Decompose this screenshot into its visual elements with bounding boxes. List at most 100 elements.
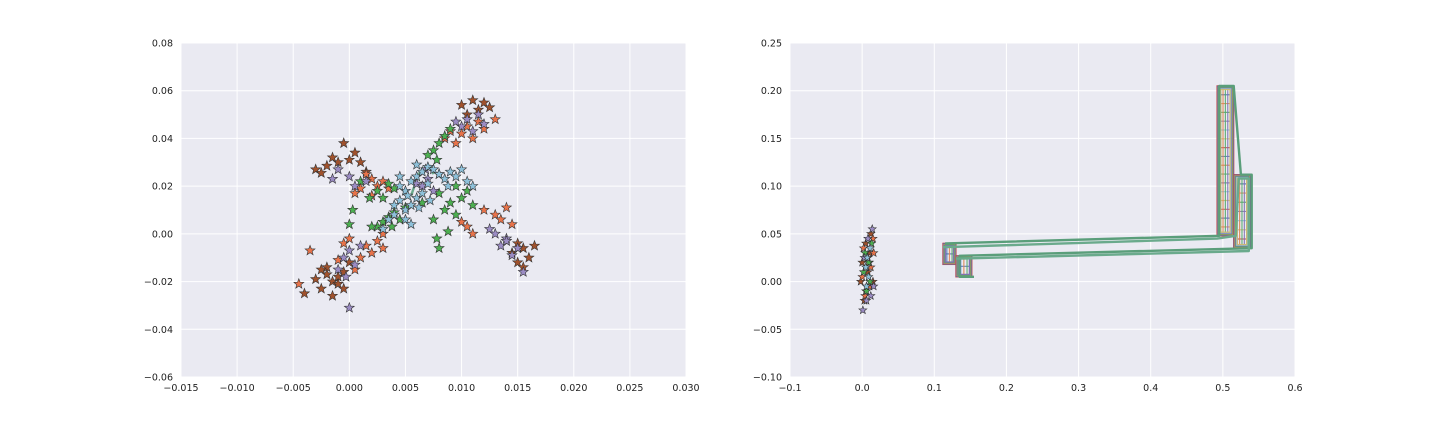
x-tick-label: 0.0 <box>855 383 870 394</box>
star-marker <box>382 177 395 189</box>
star-marker <box>386 220 398 232</box>
x-tick-label: 0.015 <box>504 383 531 394</box>
star-marker <box>867 224 878 234</box>
star-marker <box>861 286 872 296</box>
star-marker <box>483 223 496 234</box>
star-marker <box>413 201 425 213</box>
star-marker <box>455 98 468 110</box>
star-marker <box>349 146 361 158</box>
star-marker <box>377 175 389 187</box>
star-marker <box>517 265 530 277</box>
star-marker <box>865 228 876 238</box>
star-marker <box>467 180 479 192</box>
star-marker <box>442 225 454 237</box>
y-tick-label: −0.02 <box>144 277 173 288</box>
star-marker <box>442 180 454 192</box>
star-marker <box>483 101 496 113</box>
star-marker <box>363 192 376 203</box>
star-marker <box>410 158 423 170</box>
plot-area <box>181 43 686 377</box>
star-marker <box>506 218 518 230</box>
y-tick-label: −0.10 <box>753 373 782 384</box>
star-marker <box>427 184 440 196</box>
star-marker <box>455 163 468 175</box>
x-tick-label: 0.6 <box>1287 383 1302 394</box>
star-marker <box>858 266 869 277</box>
x-tick-label: −0.015 <box>163 383 198 394</box>
star-marker <box>467 94 479 106</box>
star-marker <box>422 177 434 189</box>
y-tick-label: 0.20 <box>761 86 782 97</box>
star-marker <box>349 180 361 192</box>
x-tick-label: 0.5 <box>1215 383 1230 394</box>
star-marker <box>309 273 322 285</box>
series-line <box>942 177 1250 260</box>
star-marker <box>388 208 400 220</box>
x-tick-label: −0.1 <box>778 383 801 394</box>
star-marker <box>455 215 468 227</box>
star-marker <box>343 153 356 165</box>
star-marker <box>315 263 328 275</box>
star-marker <box>377 223 389 234</box>
star-marker <box>511 256 524 268</box>
star-marker <box>416 187 429 199</box>
x-tick-label: 0.005 <box>392 383 419 394</box>
series-line <box>945 84 1253 278</box>
star-marker <box>321 159 333 171</box>
star-marker <box>399 213 412 225</box>
x-tick-label: −0.005 <box>276 383 311 394</box>
star-marker <box>489 113 501 125</box>
star-marker <box>332 263 344 275</box>
star-marker <box>343 244 356 256</box>
star-marker <box>461 175 473 187</box>
plot-area <box>790 43 1295 377</box>
y-tick-label: 0.02 <box>152 182 173 193</box>
y-tick-label: 0.05 <box>761 229 782 240</box>
star-marker <box>343 232 356 244</box>
star-marker <box>455 127 468 139</box>
star-marker <box>455 192 468 203</box>
star-marker <box>394 170 406 182</box>
star-marker <box>858 305 868 315</box>
star-marker <box>438 129 451 141</box>
star-marker <box>405 218 417 230</box>
star-marker <box>433 137 445 149</box>
y-tick-label: 0.08 <box>152 39 173 50</box>
star-marker <box>326 289 339 301</box>
star-marker <box>377 227 389 239</box>
star-marker <box>495 213 507 225</box>
star-marker <box>868 247 879 258</box>
star-marker <box>863 233 873 243</box>
star-marker <box>461 113 473 125</box>
star-marker <box>326 151 339 163</box>
star-marker <box>865 243 875 253</box>
star-marker <box>478 122 490 134</box>
star-marker <box>427 163 440 175</box>
star-marker <box>422 149 434 161</box>
star-marker <box>349 187 361 199</box>
star-marker <box>366 246 378 258</box>
star-marker <box>855 276 866 286</box>
star-marker <box>450 170 462 182</box>
x-tick-label: 0.030 <box>672 383 699 394</box>
x-tick-label: 0.025 <box>616 383 643 394</box>
star-marker <box>349 263 361 275</box>
star-marker <box>450 137 462 149</box>
y-tick-label: 0.04 <box>152 134 173 145</box>
star-marker <box>394 180 406 192</box>
star-marker <box>861 295 872 305</box>
star-marker <box>337 251 350 263</box>
y-tick-label: 0.25 <box>761 39 782 50</box>
star-marker <box>354 239 367 251</box>
star-marker <box>382 213 395 225</box>
star-marker <box>467 199 479 211</box>
star-marker <box>349 258 361 270</box>
star-marker <box>478 96 490 108</box>
y-tick-label: 0.10 <box>761 182 782 193</box>
star-marker <box>337 137 350 149</box>
y-tick-label: 0.06 <box>152 86 173 97</box>
left-scatter-panel: −0.015 −0.010 −0.005 0.000 0.005 0.010 0.015 0.… <box>144 39 700 395</box>
x-tick-label: 0.000 <box>336 383 363 394</box>
star-marker <box>866 238 877 248</box>
star-marker <box>863 257 874 267</box>
